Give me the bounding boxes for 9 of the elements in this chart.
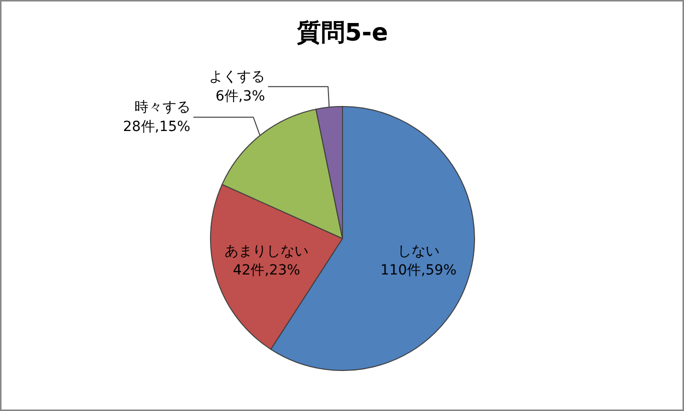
- slice-label: しない: [397, 243, 440, 260]
- data-label: 42件,23%: [232, 262, 300, 279]
- slice-label: あまりしない: [224, 243, 309, 260]
- chart-title: 質問5-e: [296, 18, 388, 46]
- data-label: 110件,59%: [380, 262, 457, 279]
- data-label: 28件,15%: [122, 118, 190, 135]
- data-label: 6件,3%: [216, 88, 266, 104]
- slice-label: 時々する: [134, 100, 190, 116]
- slice-label: よくする: [209, 69, 266, 86]
